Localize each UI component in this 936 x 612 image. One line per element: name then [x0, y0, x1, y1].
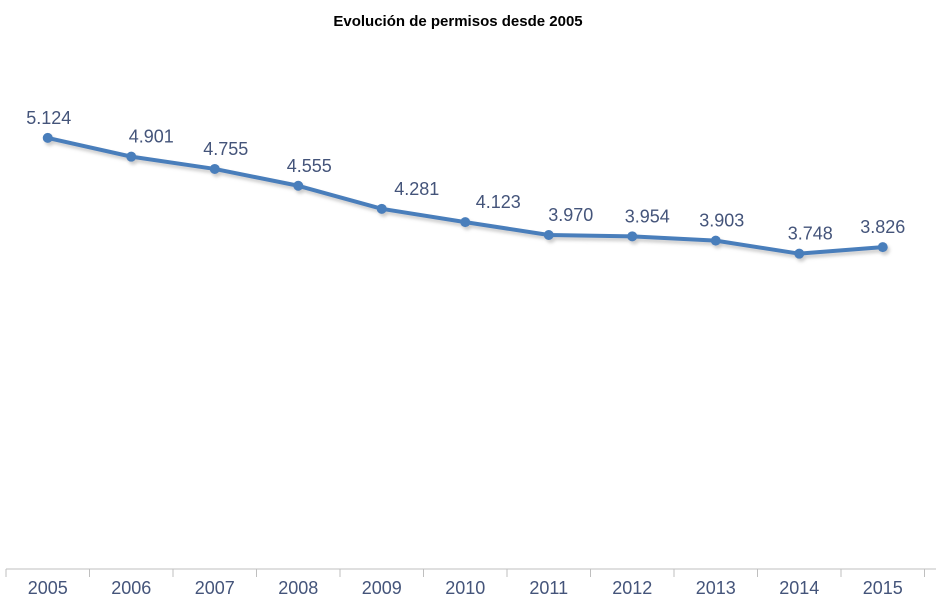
series-line: [45, 135, 885, 256]
x-axis-label: 2007: [195, 578, 235, 598]
data-point: [710, 235, 721, 246]
x-axis-label: 2012: [612, 578, 652, 598]
data-point: [376, 203, 387, 214]
x-axis-label: 2013: [696, 578, 736, 598]
data-point: [460, 217, 471, 228]
chart-title: Evolución de permisos desde 2005: [333, 13, 583, 30]
x-axis-label: 2015: [863, 578, 903, 598]
data-label: 4.755: [203, 139, 248, 159]
data-point: [42, 132, 53, 143]
x-axis-label: 2011: [529, 578, 568, 598]
data-label: 4.555: [287, 156, 332, 176]
data-point: [877, 242, 888, 253]
data-label: 4.281: [394, 179, 439, 199]
data-label: 3.748: [788, 224, 833, 244]
data-label: 3.970: [548, 205, 593, 225]
data-label: 3.826: [860, 217, 905, 237]
x-axis-label: 2008: [278, 578, 318, 598]
x-axis-label: 2006: [111, 578, 151, 598]
data-label: 3.903: [699, 211, 744, 231]
data-point: [794, 248, 805, 259]
x-axis-label: 2010: [445, 578, 485, 598]
data-label: 4.123: [476, 192, 521, 212]
x-axis-label: 2014: [779, 578, 819, 598]
data-point: [209, 163, 220, 174]
data-point: [627, 231, 638, 242]
data-label: 5.124: [26, 108, 71, 128]
series-group: [42, 132, 888, 259]
data-label: 3.954: [625, 206, 670, 226]
data-label: 4.901: [129, 127, 174, 147]
data-point: [293, 180, 304, 191]
x-axis-label: 2009: [362, 578, 402, 598]
data-point: [126, 151, 137, 162]
data-point: [543, 229, 554, 240]
x-axis-label: 2005: [28, 578, 68, 598]
